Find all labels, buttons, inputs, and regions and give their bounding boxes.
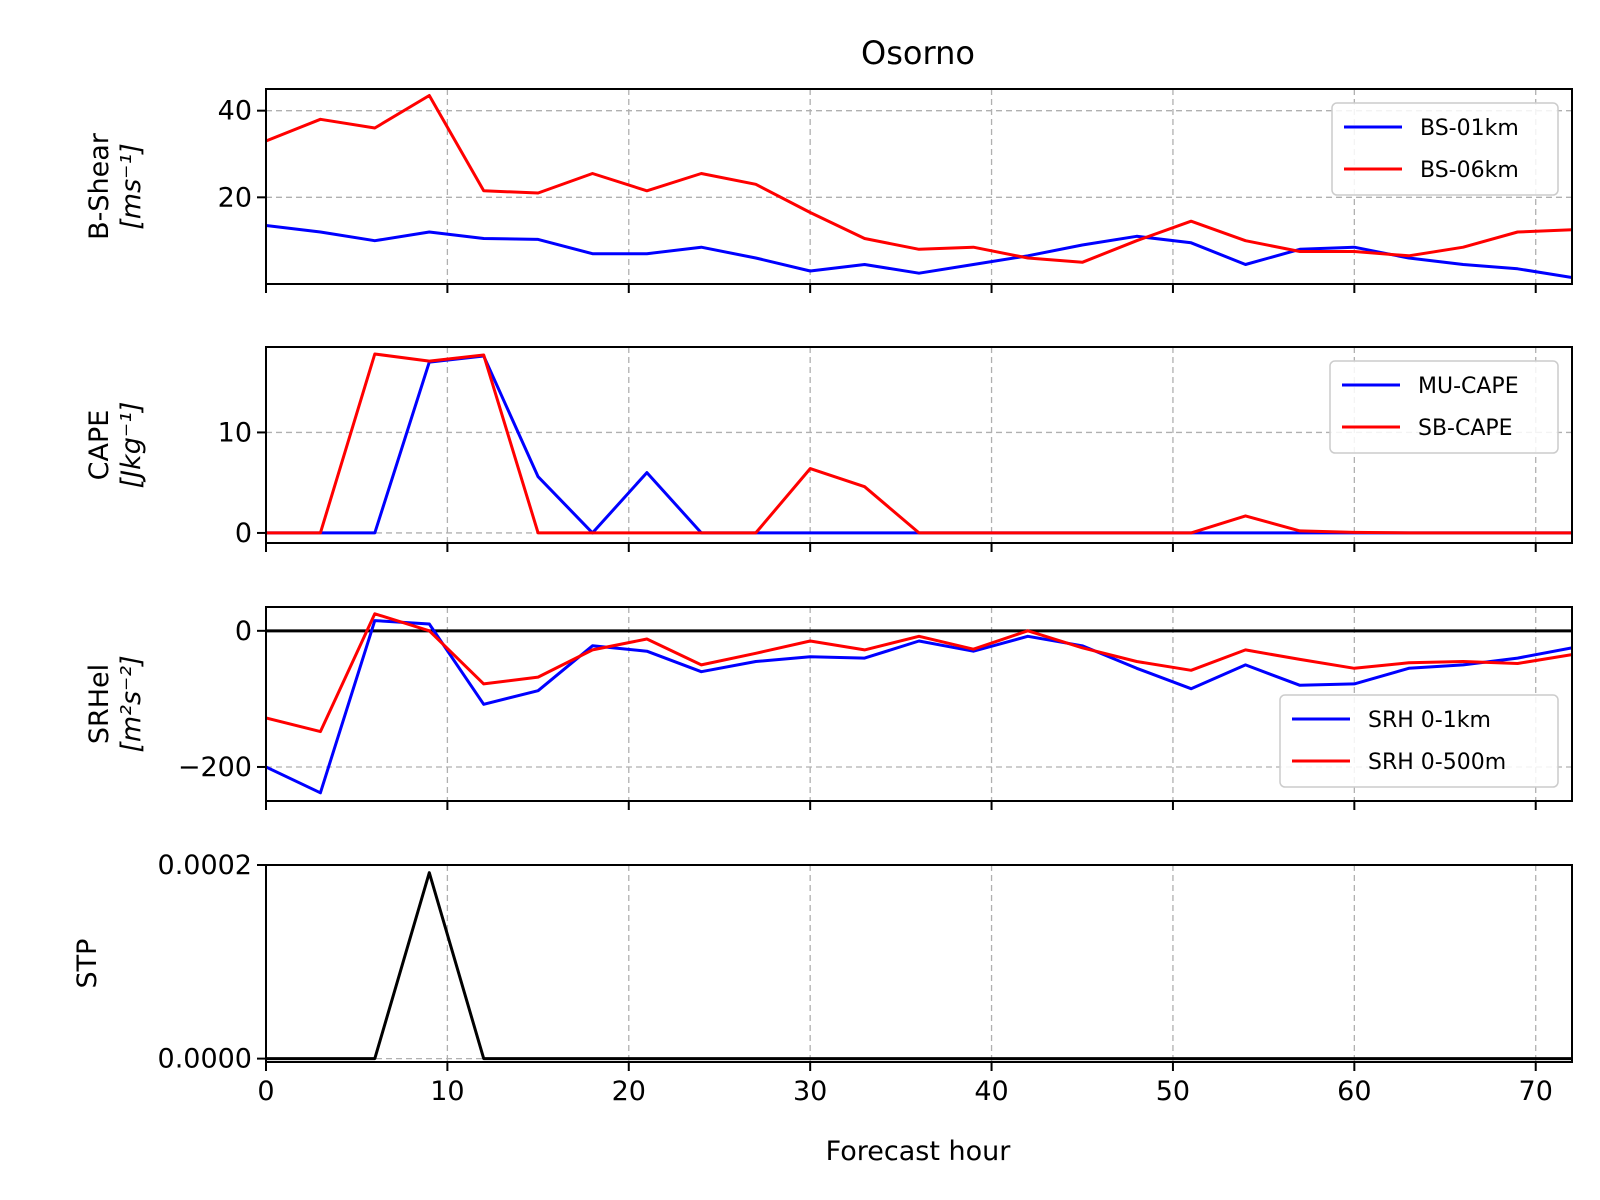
series-line-1 [266,871,1572,1061]
x-tick-label: 50 [1156,1076,1190,1107]
y-tick-label: 0.0002 [158,850,252,881]
axes-frame [265,864,1573,1063]
series-group [266,352,1572,535]
y-tick-label: 0 [235,616,252,647]
y-tick-label: 0 [235,518,252,549]
legend: MU-CAPE SB-CAPE [1329,360,1559,454]
legend-label: MU-CAPE [1418,374,1519,399]
x-tick-label: 10 [430,1076,464,1107]
y-axis-title: STP [72,939,103,989]
panel-3: −200 0 SRHel [m²s⁻²] SRH 0-1km SRH 0-500m [84,606,1573,810]
x-tick-label: 40 [974,1076,1008,1107]
axes-frame [265,606,1573,802]
series-group [266,94,1572,279]
x-tick-label: 30 [793,1076,827,1107]
y-axis-title: [m²s⁻²] [116,655,147,752]
y-tick-label: 10 [218,417,252,448]
legend: BS-01km BS-06km [1331,102,1559,196]
series-group [266,612,1572,795]
y-tick-label: 40 [218,96,252,127]
series-line-srh-0-500m [266,612,1572,734]
x-tick-label: 0 [257,1076,274,1107]
y-axis-title: [ms⁻¹] [116,143,147,230]
y-tick-label: −200 [178,752,252,783]
panels: 20 40 B-Shear [ms⁻¹] BS-01km BS-06km 0 10 CAPE [J… [72,88,1573,1107]
axes-frame [265,88,1573,285]
legend: SRH 0-1km SRH 0-500m [1279,694,1559,788]
series-group [266,871,1572,1061]
y-tick-label: 20 [218,182,252,213]
axes-frame [265,346,1573,544]
y-axis-title: SRHel [84,664,115,744]
x-axis-title: Forecast hour [826,1136,1012,1167]
legend-label: SRH 0-500m [1368,750,1506,775]
panel-4: 0 10 20 30 40 50 60 70 0.0000 0.0002 STP [72,850,1573,1107]
x-tick-label: 60 [1337,1076,1371,1107]
legend-label: SB-CAPE [1418,416,1513,441]
legend-label: BS-06km [1420,158,1519,183]
series-line-srh-0-1km [266,619,1572,795]
series-line-bs-01km [266,224,1572,279]
series-line-sb-cape [266,352,1572,535]
y-tick-label: 0.0000 [158,1044,252,1075]
y-axis-title: [Jkg⁻¹] [116,402,147,489]
y-axis-title: CAPE [84,410,115,481]
y-axis-title: B-Shear [84,132,115,240]
legend-label: SRH 0-1km [1368,708,1491,733]
series-line-bs-06km [266,94,1572,264]
x-tick-label: 70 [1519,1076,1553,1107]
figure-title: Osorno [861,34,975,72]
x-tick-label: 20 [612,1076,646,1107]
panel-2: 0 10 CAPE [Jkg⁻¹] MU-CAPE SB-CAPE [84,346,1573,552]
panel-1: 20 40 B-Shear [ms⁻¹] BS-01km BS-06km [84,88,1573,293]
legend-label: BS-01km [1420,116,1519,141]
